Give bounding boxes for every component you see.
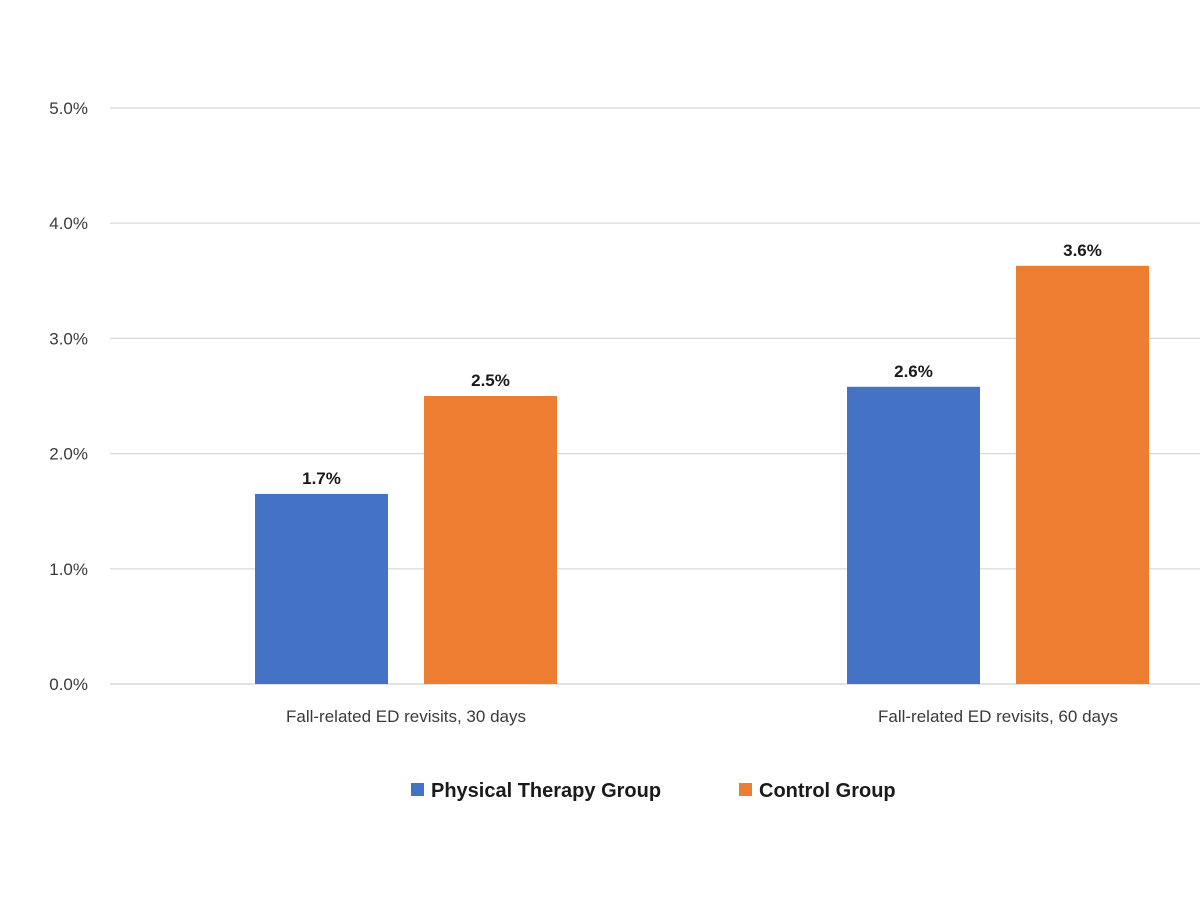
data-labels: 1.7% 2.5% 2.6% 3.6% [302, 241, 1102, 488]
legend-label-control: Control Group [759, 780, 896, 802]
data-label: 2.5% [471, 371, 510, 390]
bar-physical-therapy-2 [847, 386, 980, 684]
legend: Physical Therapy Group Control Group [411, 780, 896, 802]
legend-label-physical-therapy: Physical Therapy Group [431, 780, 661, 802]
legend-swatch-control [739, 783, 752, 796]
y-tick-label: 1.0% [49, 560, 88, 579]
y-tick-label: 2.0% [49, 445, 88, 464]
bar-control-1 [424, 396, 557, 684]
data-label: 3.6% [1063, 241, 1102, 260]
bar-control-2 [1016, 265, 1149, 684]
y-tick-label: 3.0% [49, 329, 88, 348]
bar-physical-therapy-1 [255, 493, 388, 684]
y-tick-label: 5.0% [49, 99, 88, 118]
data-label: 2.6% [894, 362, 933, 381]
bars [255, 265, 1149, 684]
y-axis: 0.0% 1.0% 2.0% 3.0% 4.0% 5.0% [49, 99, 88, 694]
y-tick-label: 4.0% [49, 214, 88, 233]
y-tick-label: 0.0% [49, 675, 88, 694]
legend-swatch-physical-therapy [411, 783, 424, 796]
x-category-label: Fall-related ED revisits, 30 days [286, 707, 526, 726]
x-category-label: Fall-related ED revisits, 60 days [878, 707, 1118, 726]
data-label: 1.7% [302, 469, 341, 488]
x-axis: Fall-related ED revisits, 30 days Fall-re… [286, 707, 1118, 726]
